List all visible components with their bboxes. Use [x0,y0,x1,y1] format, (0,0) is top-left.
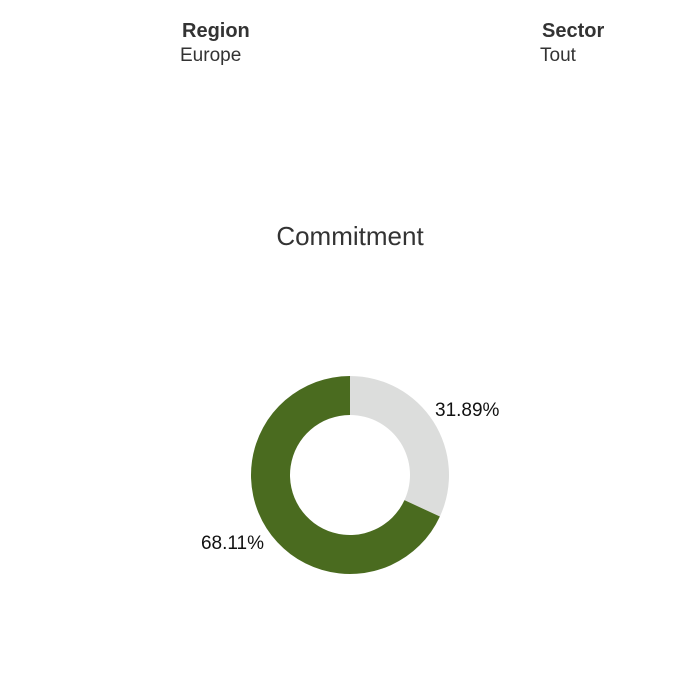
region-filter[interactable]: Region Europe [180,18,300,68]
region-label: Region [182,20,250,42]
slice-label-1: 68.11% [201,533,264,554]
donut-slice-1[interactable] [251,376,440,575]
chart-title: Commitment [276,221,424,251]
sector-label: Sector [542,20,605,42]
region-value[interactable]: Europe [180,45,242,66]
donut-slice-0[interactable] [350,376,450,517]
sector-value[interactable]: Tout [540,45,576,66]
slice-label-0: 31.89% [435,400,500,421]
sector-filter[interactable]: Sector Tout [540,18,660,68]
